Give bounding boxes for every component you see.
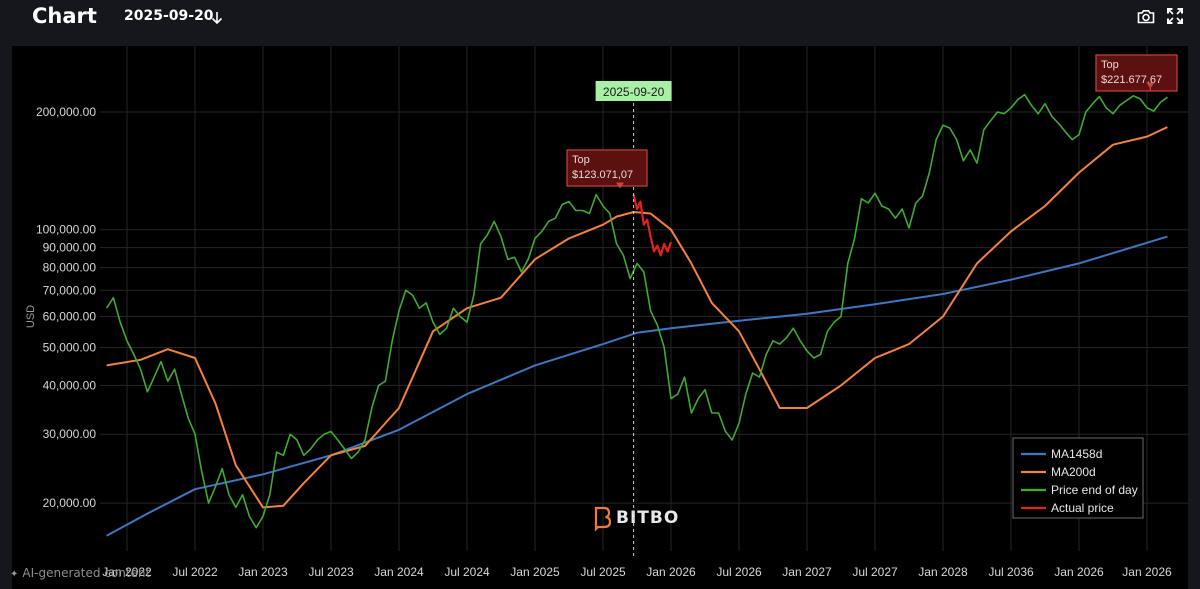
legend-entry-label: MA200d	[1051, 465, 1096, 479]
x-tick-label: Jul 2026	[716, 565, 762, 579]
bitbo-brand-text: BITBO	[616, 508, 679, 528]
price-chart[interactable]: Jan 2022 Jul 2022 Jan 2023 Jul 2023 Jan 2024…	[12, 46, 1188, 589]
x-tick-label: Jul 2036	[988, 565, 1034, 579]
top-annotation: Top$221.677,67	[1095, 54, 1178, 92]
y-tick-label: 100,000.00	[36, 223, 96, 237]
date-selector[interactable]: 2025-09-20	[124, 8, 214, 24]
y-tick-label: 20,000.00	[43, 496, 97, 510]
legend-entry-label: Actual price	[1051, 501, 1114, 515]
y-tick-label: 90,000.00	[43, 241, 97, 255]
x-tick-label: Jan 2024	[374, 565, 424, 579]
y-tick-label: 60,000.00	[43, 309, 97, 323]
bitbo-watermark: BITBO	[594, 506, 679, 532]
app-title: Chart	[32, 4, 97, 28]
x-tick-label: Jan 2026	[1122, 565, 1172, 579]
legend: MA1458d MA200d Price end of day Actual pric…	[1012, 437, 1144, 519]
top-annotation-title: Top	[572, 154, 590, 166]
top-annotation-arrowhead	[616, 182, 624, 189]
price-line	[105, 93, 1168, 529]
x-tick-label: Jan 2026	[646, 565, 696, 579]
actual-price-line	[632, 194, 673, 257]
top-annotation-arrowhead	[1146, 82, 1155, 89]
top-annotation-value: $123.071,07	[572, 169, 633, 181]
plot-panel: Jan 2022 Jul 2022 Jan 2023 Jul 2023 Jan 2024…	[12, 46, 1188, 589]
download-arrow-icon[interactable]	[211, 11, 223, 25]
top-bar: Chart 2025-09-20	[0, 0, 1200, 42]
x-tick-label: Jul 2024	[444, 565, 490, 579]
top-annotation-box	[1095, 54, 1178, 92]
y-tick-label: 70,000.00	[43, 283, 97, 297]
y-tick-label: 80,000.00	[43, 261, 97, 275]
x-tick-label: Jan 2022	[102, 565, 152, 579]
ai-generated-watermark: ✦ AI-generated content	[10, 566, 150, 580]
fullscreen-icon[interactable]	[1167, 8, 1183, 24]
legend-box	[1012, 437, 1144, 519]
x-tick-label: Jul 2022	[172, 565, 218, 579]
x-tick-label: Jul 2027	[852, 565, 898, 579]
legend-entry-label: Price end of day	[1051, 483, 1138, 497]
x-tick-label: Jul 2023	[308, 565, 354, 579]
cursor-date-badge	[595, 81, 672, 101]
x-tick-label: Jan 2023	[238, 565, 288, 579]
camera-icon[interactable]	[1137, 9, 1155, 24]
cursor-date-label: 2025-09-20	[603, 85, 665, 99]
legend-entry-label: MA1458d	[1051, 447, 1102, 461]
y-tick-label: 50,000.00	[43, 340, 97, 354]
top-annotation-box	[566, 149, 648, 187]
y-axis-label: USD	[25, 305, 37, 328]
x-tick-label: Jan 2028	[918, 565, 968, 579]
x-tick-label: Jan 2026	[1054, 565, 1104, 579]
bitbo-logo-icon	[594, 506, 612, 532]
x-tick-label: Jan 2027	[782, 565, 832, 579]
ai-label: AI-generated content	[22, 566, 151, 580]
y-tick-label: 40,000.00	[43, 378, 97, 392]
x-tick-label: Jan 2025	[510, 565, 560, 579]
sparkle-icon: ✦	[10, 569, 19, 580]
ma1458d-line	[106, 235, 1168, 537]
x-tick-label: Jul 2025	[580, 565, 626, 579]
y-tick-label: 30,000.00	[43, 427, 97, 441]
top-annotation-title: Top	[1101, 59, 1119, 71]
top-annotation: Top $123.071,07	[566, 149, 648, 189]
y-tick-label: 200,000.00	[36, 105, 96, 119]
